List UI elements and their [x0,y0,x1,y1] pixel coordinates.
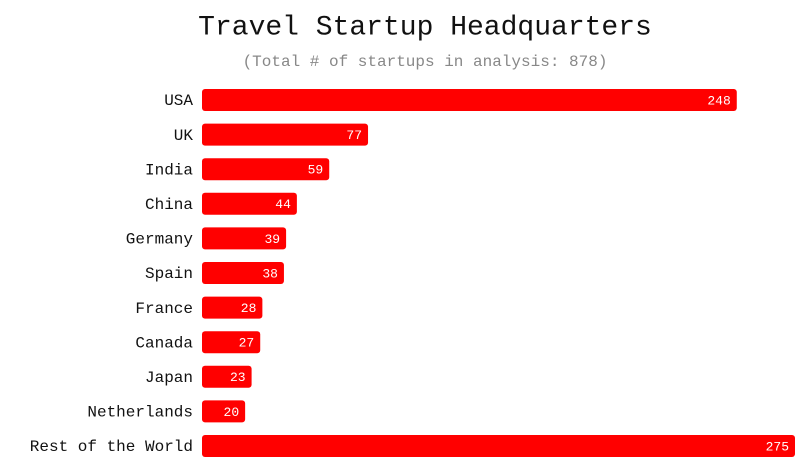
bar [202,331,261,354]
category-label: Rest of the World [30,438,193,456]
category-label: Canada [135,334,193,352]
bar [202,400,246,423]
value-label: 39 [264,232,280,247]
bar [202,365,252,388]
category-label: USA [164,92,193,110]
value-label: 275 [766,439,789,454]
value-label: 23 [230,370,246,385]
category-label: UK [174,127,194,145]
bar [202,192,297,215]
category-label: India [145,161,193,179]
value-label: 20 [224,405,240,420]
value-label: 44 [275,197,291,212]
value-label: 28 [241,301,257,316]
value-label: 248 [707,93,730,108]
category-label: Germany [126,231,194,249]
chart-title: Travel Startup Headquarters [198,12,652,43]
value-label: 59 [308,163,324,178]
bar [202,123,369,146]
category-label: China [145,196,193,214]
bar [202,262,284,284]
chart-subtitle: (Total # of startups in analysis: 878) [243,53,608,71]
bar [202,89,737,111]
bar [202,296,263,319]
category-label: France [135,300,193,318]
bar [202,227,287,250]
value-label: 77 [346,128,362,143]
value-label: 27 [239,336,255,351]
category-label: Japan [145,369,193,387]
bar [202,158,330,181]
category-label: Spain [145,265,193,283]
category-label: Netherlands [87,404,193,422]
bar [202,435,795,457]
value-label: 38 [262,266,278,281]
